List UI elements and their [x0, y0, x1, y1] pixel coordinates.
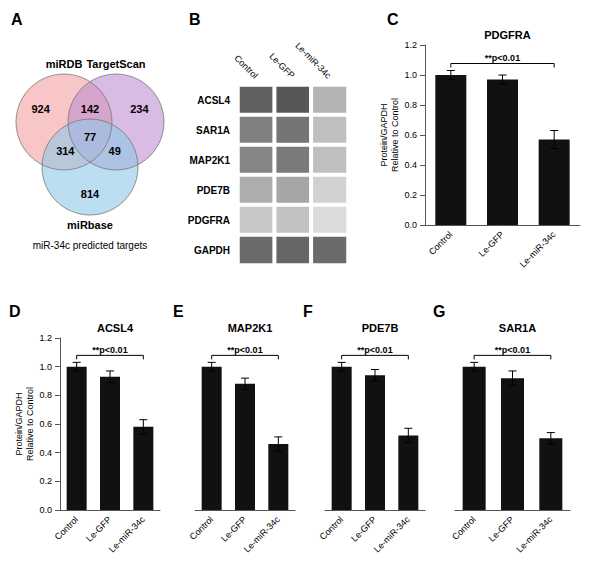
- svg-text:E: E: [173, 303, 184, 320]
- svg-text:Le-GFP: Le-GFP: [477, 229, 506, 258]
- svg-text:**p<0.01: **p<0.01: [357, 345, 392, 355]
- svg-text:Relative to Control: Relative to Control: [390, 98, 400, 172]
- svg-text:Le-miR-34c: Le-miR-34c: [107, 514, 147, 554]
- svg-text:1.0: 1.0: [404, 70, 417, 80]
- svg-text:miRbase: miRbase: [67, 219, 113, 231]
- svg-text:1.2: 1.2: [404, 40, 417, 50]
- svg-text:Control: Control: [232, 53, 260, 81]
- svg-text:1.2: 1.2: [39, 333, 52, 343]
- svg-text:B: B: [189, 11, 201, 28]
- svg-text:Le-miR-34c: Le-miR-34c: [372, 514, 412, 554]
- svg-text:ACSL4: ACSL4: [97, 322, 134, 334]
- svg-text:Le-GFP: Le-GFP: [267, 51, 296, 80]
- svg-text:142: 142: [81, 103, 99, 115]
- svg-text:A: A: [11, 11, 23, 28]
- svg-text:MAP2K1: MAP2K1: [228, 322, 273, 334]
- svg-text:C: C: [387, 11, 399, 28]
- svg-text:PDGFRA: PDGFRA: [484, 29, 531, 41]
- svg-text:miR-34c predicted targets: miR-34c predicted targets: [33, 240, 148, 251]
- svg-text:MAP2K1: MAP2K1: [189, 155, 230, 166]
- svg-text:D: D: [9, 303, 21, 320]
- svg-text:0.4: 0.4: [404, 160, 417, 170]
- svg-text:0.6: 0.6: [404, 130, 417, 140]
- svg-text:0.6: 0.6: [39, 419, 52, 429]
- svg-text:SAR1A: SAR1A: [499, 322, 536, 334]
- svg-text:miRDB: miRDB: [46, 58, 83, 70]
- svg-text:924: 924: [31, 103, 50, 115]
- svg-text:Control: Control: [53, 514, 81, 542]
- svg-text:0.0: 0.0: [39, 505, 52, 515]
- svg-text:GAPDH: GAPDH: [194, 245, 230, 256]
- svg-text:Le-miR-34c: Le-miR-34c: [518, 229, 558, 269]
- svg-text:0.8: 0.8: [404, 100, 417, 110]
- svg-text:TargetScan: TargetScan: [86, 58, 145, 70]
- svg-text:SAR1A: SAR1A: [196, 125, 230, 136]
- svg-text:Le-GFP: Le-GFP: [84, 514, 113, 543]
- svg-text:0.8: 0.8: [39, 390, 52, 400]
- svg-text:ACSL4: ACSL4: [197, 95, 230, 106]
- svg-text:Le-miR-34c: Le-miR-34c: [242, 514, 282, 554]
- svg-text:**p<0.01: **p<0.01: [495, 345, 530, 355]
- svg-text:Protein/GAPDH: Protein/GAPDH: [379, 103, 389, 166]
- svg-text:Control: Control: [188, 514, 216, 542]
- svg-text:814: 814: [81, 188, 100, 200]
- svg-text:1.0: 1.0: [39, 362, 52, 372]
- svg-text:**p<0.01: **p<0.01: [92, 345, 127, 355]
- svg-text:234: 234: [130, 103, 149, 115]
- svg-text:0.0: 0.0: [404, 220, 417, 230]
- svg-text:G: G: [433, 303, 445, 320]
- svg-text:PDE7B: PDE7B: [362, 322, 399, 334]
- svg-text:0.2: 0.2: [404, 190, 417, 200]
- svg-text:77: 77: [84, 131, 96, 143]
- svg-text:0.2: 0.2: [39, 476, 52, 486]
- svg-text:0.4: 0.4: [39, 448, 52, 458]
- svg-text:Le-miR-34c: Le-miR-34c: [293, 41, 333, 81]
- svg-text:**p<0.01: **p<0.01: [227, 345, 262, 355]
- svg-text:Le-GFP: Le-GFP: [487, 514, 516, 543]
- svg-text:Relative to Control: Relative to Control: [25, 387, 35, 461]
- svg-text:Le-miR-34c: Le-miR-34c: [514, 514, 554, 554]
- svg-text:Le-GFP: Le-GFP: [349, 514, 378, 543]
- svg-text:PDGFRA: PDGFRA: [188, 215, 230, 226]
- svg-text:Control: Control: [318, 514, 346, 542]
- svg-text:Protein/GAPDH: Protein/GAPDH: [14, 392, 24, 455]
- svg-text:314: 314: [56, 145, 75, 157]
- svg-text:PDE7B: PDE7B: [197, 185, 230, 196]
- svg-text:Control: Control: [450, 514, 478, 542]
- svg-text:Control: Control: [427, 229, 455, 257]
- svg-text:**p<0.01: **p<0.01: [485, 53, 520, 63]
- svg-text:Le-GFP: Le-GFP: [219, 514, 248, 543]
- svg-text:49: 49: [109, 145, 121, 157]
- svg-text:F: F: [303, 303, 313, 320]
